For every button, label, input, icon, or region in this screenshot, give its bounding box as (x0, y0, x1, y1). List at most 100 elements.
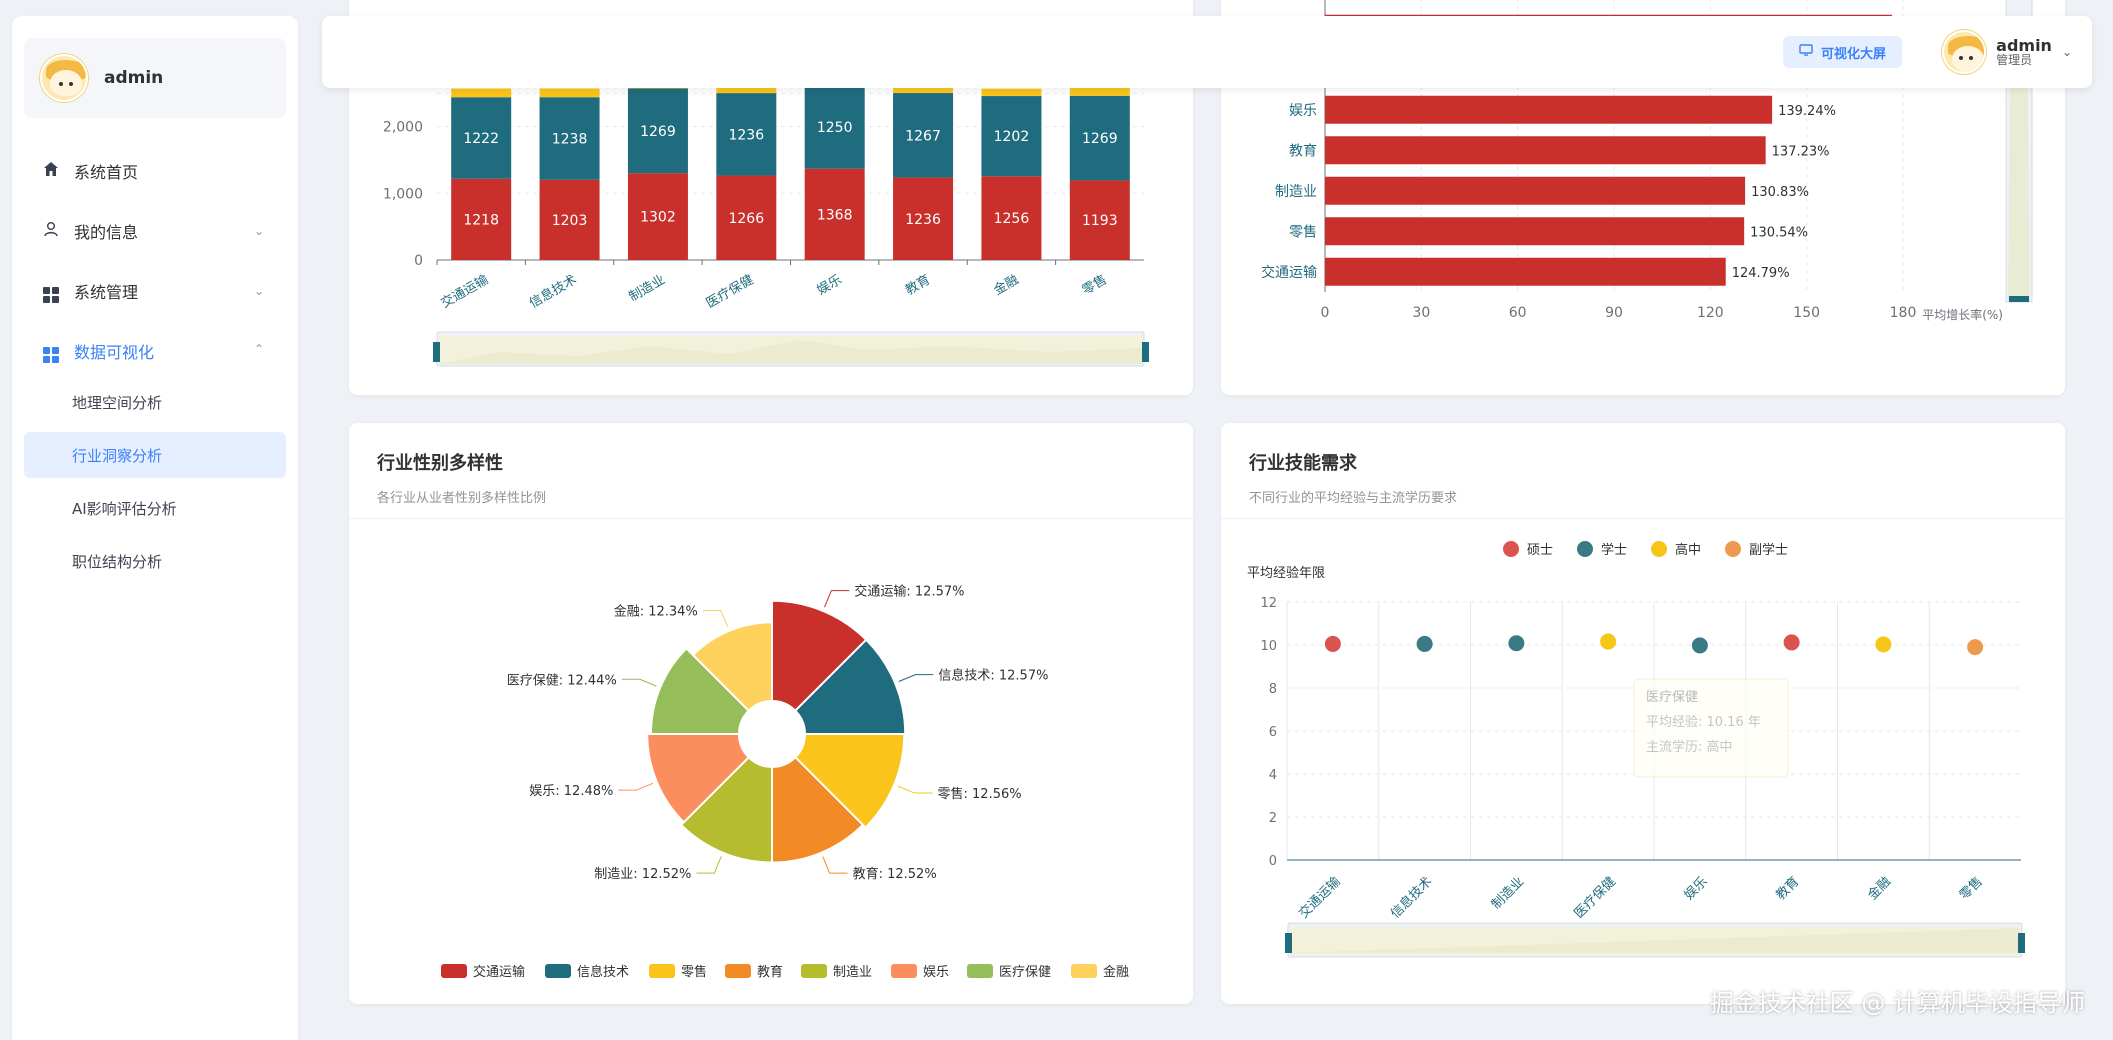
y-tick-label: 交通运输 (1261, 264, 1317, 281)
bar-segment (627, 88, 688, 174)
tooltip-line: 主流学历: 高中 (1646, 739, 1733, 755)
avatar (40, 54, 88, 102)
bar-segment (451, 178, 512, 260)
sidebar-subitem-label: 地理空间分析 (72, 393, 163, 412)
bar-value-label: 1238 (552, 131, 588, 147)
card-title: 行业技能需求 (1249, 453, 1357, 474)
bar-segment (804, 168, 865, 260)
x-tick-label: 医疗保健 (1572, 874, 1619, 921)
sidebar-item-label: 系统管理 (74, 283, 139, 302)
bar-segment (716, 175, 777, 260)
datazoom-preview (2008, 20, 2030, 300)
growth-bar (1325, 176, 1746, 205)
x-tick-label: 交通运输 (438, 272, 491, 312)
bar-segment (451, 97, 512, 179)
x-tick-label: 娱乐 (815, 272, 845, 298)
y-tick-label: 0 (414, 253, 423, 269)
sidebar-subitem-ai[interactable]: AI影响评估分析 (24, 485, 286, 531)
y-tick-label: 6 (1269, 725, 1277, 740)
bigscreen-button[interactable]: 可视化大屏 (1782, 36, 1902, 68)
x-tick-label: 信息技术 (527, 272, 580, 312)
sidebar-brand: admin (24, 38, 286, 118)
legend-label: 零售 (681, 964, 707, 980)
datazoom-handle-left (1285, 933, 1292, 953)
bar-segment (1069, 95, 1130, 181)
label-line (696, 856, 722, 874)
datazoom-window (439, 336, 1142, 364)
sidebar-subitem-industry[interactable]: 行业洞察分析 (24, 432, 286, 478)
label-line (822, 856, 848, 874)
screen-icon (1799, 43, 1813, 61)
bar-value-label: 1236 (728, 127, 764, 143)
sidebar-item-home[interactable]: 系统首页 (24, 148, 286, 194)
rose-slice (649, 646, 751, 735)
slice-label: 医疗保健: 12.44% (507, 673, 617, 688)
x-tick-label: 制造业 (1489, 874, 1527, 912)
user-icon (40, 221, 62, 241)
bar-value-label: 1269 (640, 124, 676, 140)
skills-scatter-chart: 硕士 学士 高中 副学士平均经验年限024681012交通运输 信息技术 制造业 医疗保健娱… (1247, 541, 2025, 958)
x-tick-label: 娱乐 (1682, 874, 1711, 903)
legend-marker (1725, 541, 1741, 557)
skills-demand-card: 行业技能需求 不同行业的平均经验与主流学历要求 硕士 学士 高中 副学士 平均经验年限 0… (1221, 423, 2065, 1004)
legend-swatch (441, 964, 467, 978)
legend-label: 高中 (1675, 542, 1701, 558)
rose-slice (679, 755, 773, 864)
x-tick-label: 金融 (1864, 874, 1894, 904)
label-line (824, 590, 850, 608)
bar-value-label: 139.24% (1778, 104, 1836, 119)
bar-segment (451, 88, 512, 98)
bar-segment (893, 177, 954, 260)
datazoom-handle-right (2018, 933, 2025, 953)
data-point (1783, 634, 1800, 651)
slice-label: 教育: 12.52% (853, 866, 937, 882)
bar-value-label: 1267 (905, 128, 941, 144)
bar-value-label: 1236 (905, 212, 941, 228)
growth-bar (1325, 95, 1773, 124)
legend-swatch (801, 964, 827, 978)
legend-swatch (1071, 964, 1097, 978)
y-tick-label: 8 (1269, 682, 1277, 697)
chevron-down-icon: ⌄ (2061, 45, 2072, 59)
tooltip-box (1633, 678, 1789, 778)
legend-marker (1577, 541, 1593, 557)
bar-value-label: 130.83% (1751, 185, 1809, 200)
x-tick-label: 金融 (991, 272, 1022, 299)
label-line (897, 785, 933, 794)
bar-value-label: 137.23% (1772, 144, 1830, 159)
bar-segment (716, 87, 777, 94)
bar-segment (539, 97, 600, 180)
bar-value-label: 1222 (463, 131, 499, 147)
y-tick-label: 制造业 (1275, 184, 1317, 200)
growth-bar (1325, 217, 1745, 246)
card-header: 行业技能需求 不同行业的平均经验与主流学历要求 (1221, 423, 2065, 519)
sidebar-subitem-jobs[interactable]: 职位结构分析 (24, 538, 286, 584)
sidebar-item-label: 数据可视化 (74, 343, 155, 362)
sidebar-item-profile[interactable]: 我的信息 ⌄ (24, 208, 286, 254)
bar-segment (1069, 87, 1130, 96)
bar-value-label: 1269 (1082, 131, 1118, 147)
legend-label: 医疗保健 (999, 965, 1051, 980)
chevron-up-icon: ⌃ (253, 342, 264, 356)
legend-swatch (967, 964, 993, 978)
user-menu[interactable]: admin 管理员 ⌄ (1942, 30, 2072, 74)
bar-segment (1069, 180, 1130, 260)
legend-label: 金融 (1103, 964, 1129, 980)
chevron-down-icon: ⌄ (253, 284, 264, 298)
tooltip-title: 医疗保健 (1646, 690, 1698, 705)
chevron-down-icon: ⌄ (253, 224, 264, 238)
rose-slice (771, 755, 865, 864)
bar-value-label: 1266 (728, 211, 764, 227)
legend-label: 学士 (1601, 542, 1627, 558)
sidebar: admin 系统首页 我的信息 ⌄ 系统管理 ⌄ 数据可视化 ⌃ 地理空间分析 … (12, 16, 298, 1040)
sidebar-item-system[interactable]: 系统管理 ⌄ (24, 268, 286, 314)
sidebar-item-dataviz[interactable]: 数据可视化 ⌃ (24, 328, 286, 374)
sidebar-subitem-geo[interactable]: 地理空间分析 (24, 379, 286, 425)
legend-marker (1503, 541, 1519, 557)
slice-label: 信息技术: 12.57% (938, 668, 1048, 684)
datazoom-window (1290, 927, 2020, 955)
gender-rose-chart: 交通运输: 12.57% 信息技术: 12.57% 零售: 12.56% 教育: 12… (441, 584, 1129, 980)
data-point (1324, 635, 1341, 652)
x-tick-label: 教育 (1773, 874, 1803, 904)
x-tick-label: 制造业 (627, 272, 668, 304)
